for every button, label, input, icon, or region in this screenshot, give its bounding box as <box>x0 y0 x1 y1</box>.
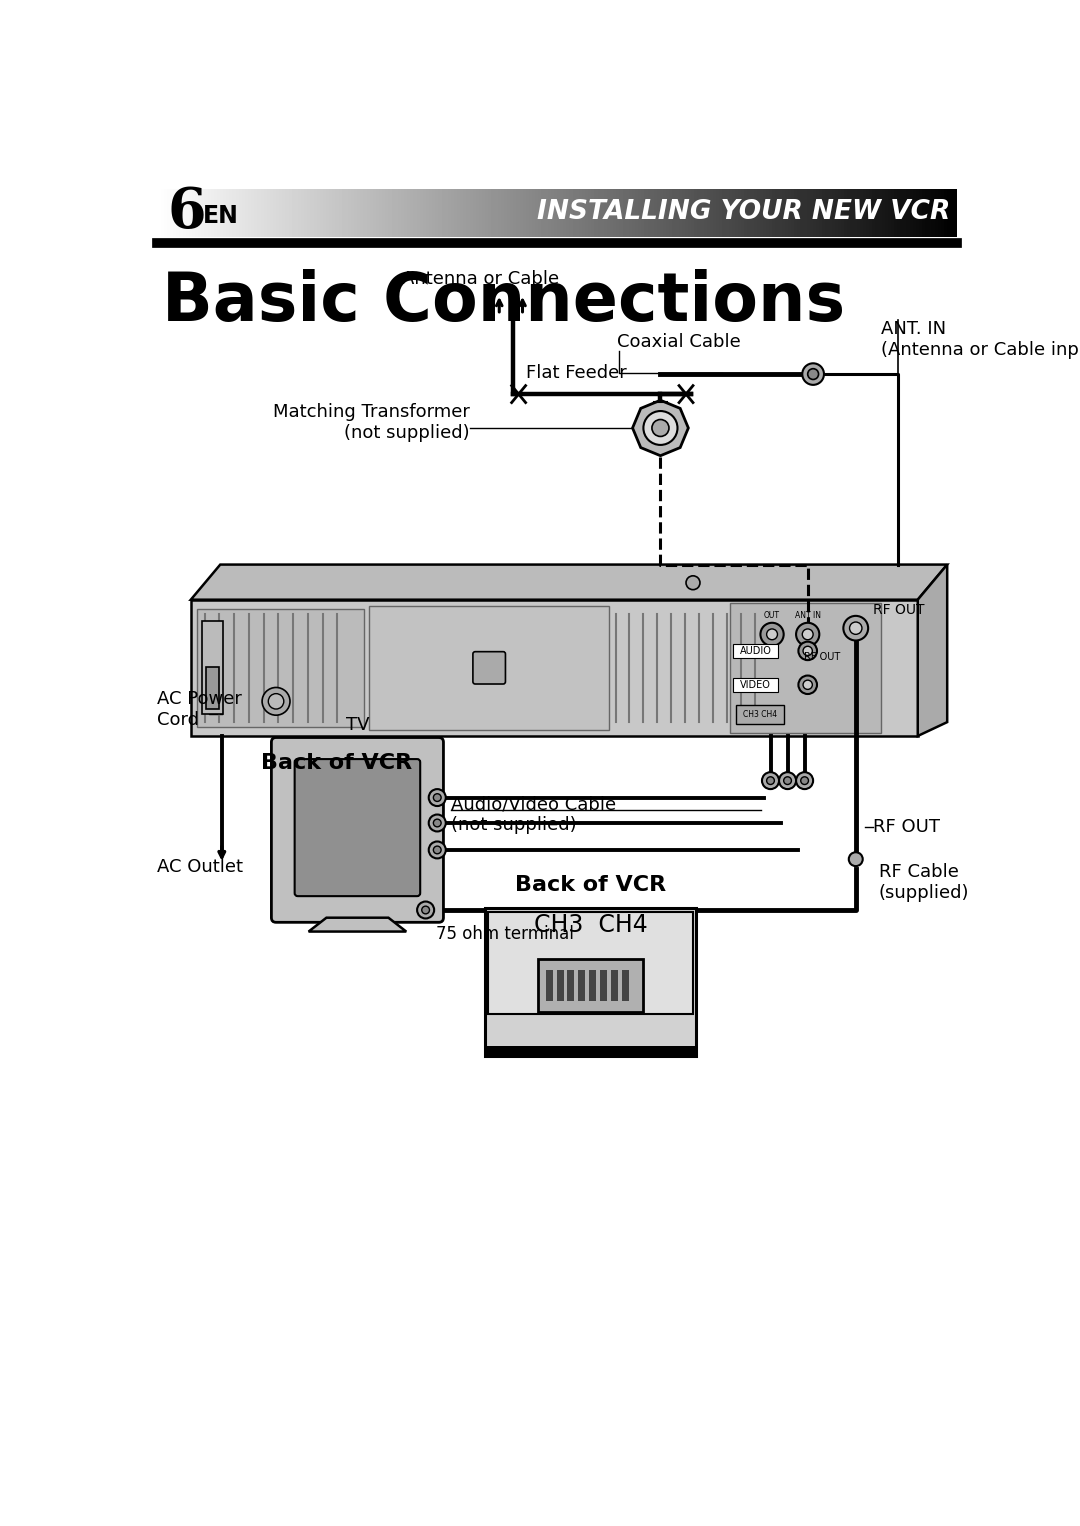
Bar <box>538 960 644 1012</box>
Text: TV: TV <box>346 716 369 734</box>
Circle shape <box>767 629 778 639</box>
Polygon shape <box>309 917 406 931</box>
Bar <box>202 621 224 714</box>
Bar <box>545 971 553 1001</box>
Text: Flat Feeder: Flat Feeder <box>526 363 627 382</box>
Circle shape <box>762 772 779 789</box>
Text: 75 ohm terminal: 75 ohm terminal <box>435 925 573 943</box>
Circle shape <box>850 623 862 635</box>
Circle shape <box>798 676 816 694</box>
Text: RF OUT: RF OUT <box>804 652 840 662</box>
Text: CH3 CH4: CH3 CH4 <box>743 710 778 719</box>
Polygon shape <box>191 600 918 736</box>
Circle shape <box>796 623 820 645</box>
Bar <box>590 971 596 1001</box>
Text: CH3  CH4: CH3 CH4 <box>534 914 648 937</box>
Bar <box>485 1045 697 1056</box>
FancyBboxPatch shape <box>733 644 779 658</box>
Circle shape <box>429 815 446 832</box>
FancyBboxPatch shape <box>473 652 505 684</box>
Text: Basic Connections: Basic Connections <box>162 269 846 334</box>
Polygon shape <box>191 565 947 600</box>
Bar <box>205 667 219 710</box>
Circle shape <box>804 647 812 656</box>
Bar <box>488 913 693 1013</box>
Circle shape <box>417 902 434 919</box>
Text: RF Cable
(supplied): RF Cable (supplied) <box>879 862 970 902</box>
FancyBboxPatch shape <box>733 678 779 691</box>
Text: Audio/Video Cable
(not supplied): Audio/Video Cable (not supplied) <box>451 795 617 833</box>
Text: AUDIO: AUDIO <box>740 645 772 656</box>
Circle shape <box>802 629 813 639</box>
Bar <box>485 908 697 1056</box>
Circle shape <box>779 772 796 789</box>
Polygon shape <box>918 565 947 736</box>
Bar <box>622 971 629 1001</box>
Bar <box>567 971 575 1001</box>
Text: EN: EN <box>203 203 239 227</box>
Circle shape <box>760 623 784 645</box>
Circle shape <box>433 845 441 853</box>
Bar <box>737 705 784 723</box>
Circle shape <box>433 819 441 827</box>
Bar <box>600 971 607 1001</box>
Text: RF OUT: RF OUT <box>873 818 940 836</box>
Text: 6: 6 <box>167 185 206 240</box>
Text: RF OUT: RF OUT <box>873 603 924 617</box>
Circle shape <box>798 641 816 661</box>
Text: Back of VCR: Back of VCR <box>515 874 666 894</box>
Circle shape <box>804 681 812 690</box>
Circle shape <box>268 694 284 710</box>
Circle shape <box>429 789 446 806</box>
Bar <box>578 971 585 1001</box>
Text: Matching Transformer
(not supplied): Matching Transformer (not supplied) <box>273 403 470 443</box>
Circle shape <box>422 906 430 914</box>
Circle shape <box>843 617 868 641</box>
Circle shape <box>802 363 824 385</box>
Bar <box>730 603 881 732</box>
Text: Back of VCR: Back of VCR <box>260 752 411 774</box>
Bar <box>611 971 618 1001</box>
Circle shape <box>784 777 792 784</box>
Circle shape <box>429 841 446 859</box>
Circle shape <box>262 688 291 716</box>
Text: ANT. IN
(Antenna or Cable input): ANT. IN (Antenna or Cable input) <box>880 320 1080 359</box>
Bar <box>197 609 364 726</box>
Circle shape <box>686 575 700 589</box>
Text: Coaxial Cable: Coaxial Cable <box>617 333 741 351</box>
Polygon shape <box>633 400 688 456</box>
Circle shape <box>644 410 677 446</box>
Bar <box>556 971 564 1001</box>
Circle shape <box>808 369 819 380</box>
Circle shape <box>767 777 774 784</box>
FancyBboxPatch shape <box>271 737 444 922</box>
Text: ANT IN: ANT IN <box>795 612 821 621</box>
Circle shape <box>849 852 863 867</box>
Circle shape <box>796 772 813 789</box>
Text: INSTALLING YOUR NEW VCR: INSTALLING YOUR NEW VCR <box>537 200 950 226</box>
Text: Antenna or Cable: Antenna or Cable <box>403 270 559 288</box>
Text: OUT: OUT <box>764 612 780 621</box>
Bar <box>369 606 609 729</box>
Text: VIDEO: VIDEO <box>740 679 771 690</box>
Circle shape <box>800 777 809 784</box>
Circle shape <box>433 794 441 801</box>
Text: AC Outlet: AC Outlet <box>157 858 243 876</box>
FancyBboxPatch shape <box>295 758 420 896</box>
Text: AC Power
Cord: AC Power Cord <box>157 690 242 729</box>
Circle shape <box>652 420 669 436</box>
